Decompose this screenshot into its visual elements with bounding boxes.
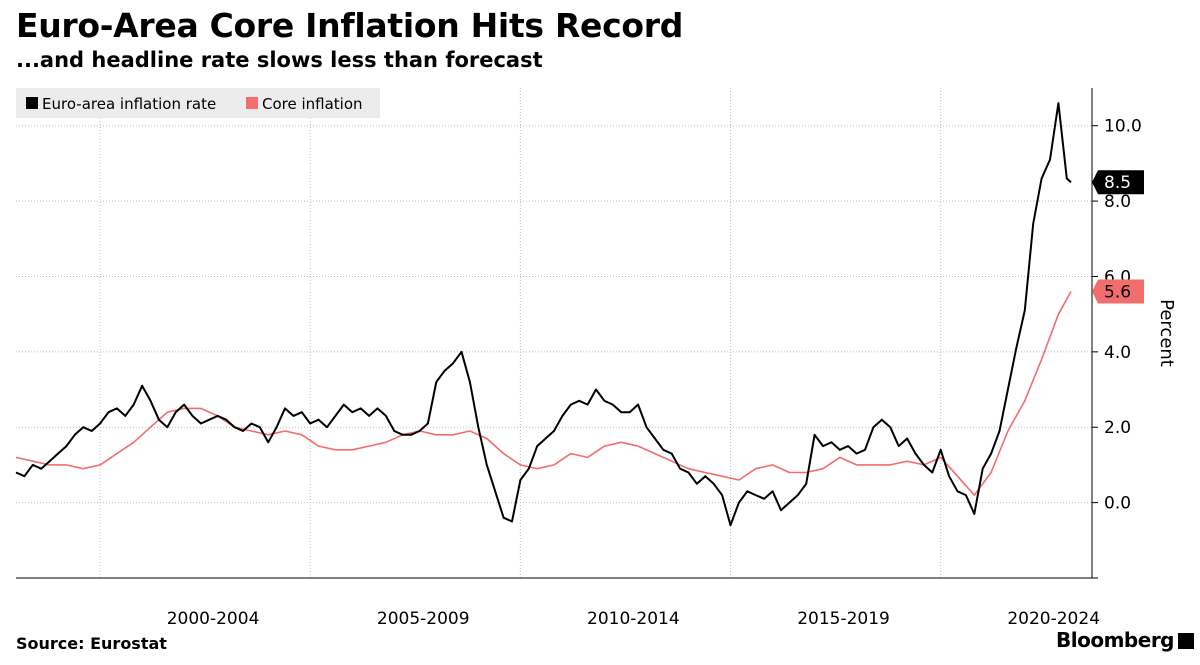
series-layer [15, 102, 1072, 527]
legend: Euro-area inflation rate Core inflation [16, 88, 380, 118]
y-tick-label: 8.0 [1104, 192, 1131, 212]
bloomberg-terminal-icon [1178, 633, 1194, 649]
legend-background [16, 88, 380, 118]
y-tick-label: 2.0 [1104, 418, 1131, 438]
series-line-core [15, 291, 1072, 496]
end-tag-headline [1092, 170, 1144, 195]
legend-label-core: Core inflation [262, 95, 363, 113]
y-axis: 0.02.04.06.08.010.0 [1091, 88, 1142, 579]
end-labels: 8.5 5.6 [1092, 170, 1144, 304]
chart-subtitle: ...and headline rate slows less than for… [16, 48, 543, 72]
x-tick-label: 2005-2009 [377, 609, 470, 629]
y-tick-label: 10.0 [1104, 117, 1142, 137]
series-line-headline [15, 102, 1072, 527]
x-tick-label: 2010-2014 [587, 609, 680, 629]
source-note: Source: Eurostat [16, 634, 167, 653]
y-tick-label: 4.0 [1104, 343, 1131, 363]
x-tick-label: 2020-2024 [1007, 609, 1100, 629]
end-value-headline: 8.5 [1104, 173, 1131, 193]
chart-grid [16, 88, 1092, 578]
brand-logo: Bloomberg [1056, 628, 1174, 652]
y-tick-label: 0.0 [1104, 494, 1131, 514]
end-value-core: 5.6 [1104, 283, 1131, 303]
x-tick-label: 2015-2019 [797, 609, 890, 629]
end-tag-core [1092, 279, 1144, 304]
chart-title: Euro-Area Core Inflation Hits Record [16, 6, 684, 45]
y-axis-label: Percent [1156, 299, 1177, 367]
x-axis: 2000-2004 2005-2009 2010-2014 2015-2019 2020… [16, 577, 1100, 629]
legend-swatch-core [246, 97, 258, 109]
legend-swatch-headline [26, 97, 38, 109]
x-tick-label: 2000-2004 [167, 609, 260, 629]
legend-label-headline: Euro-area inflation rate [42, 95, 216, 113]
